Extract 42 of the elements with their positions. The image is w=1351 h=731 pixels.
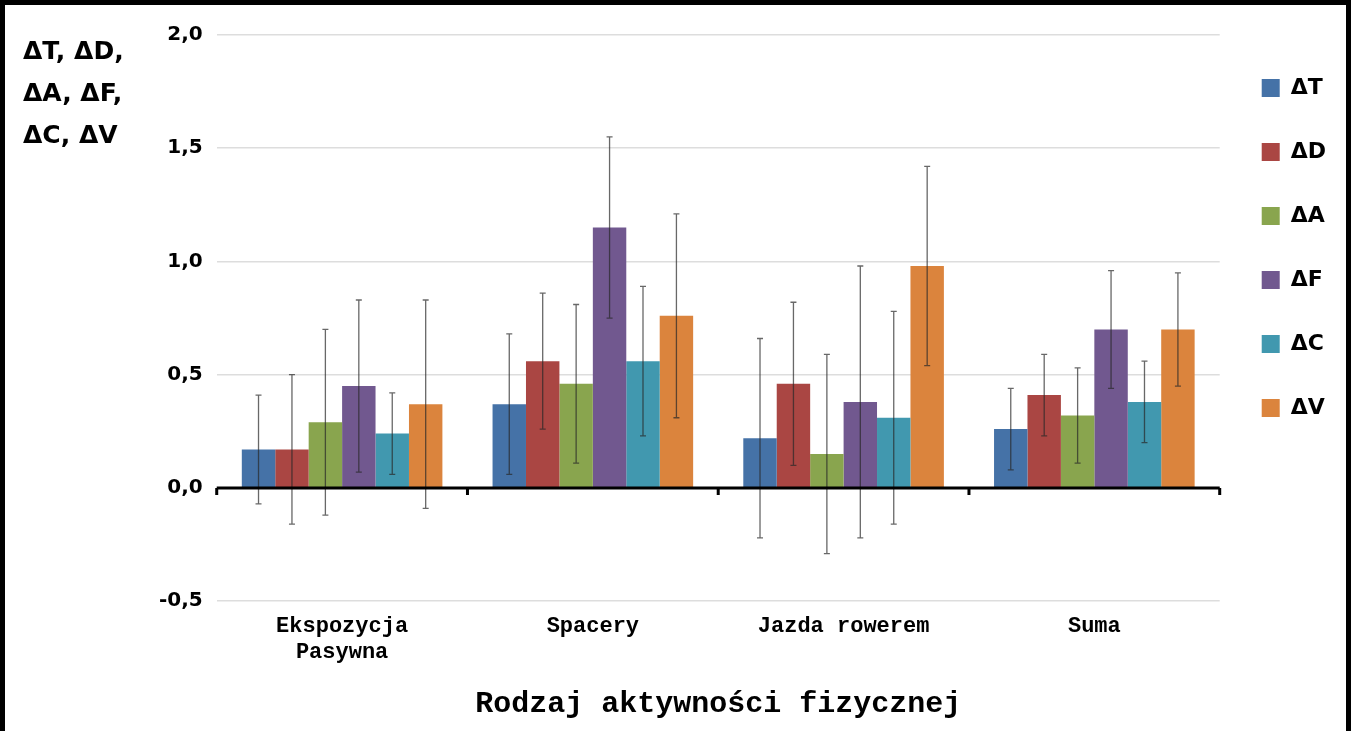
y-axis-title: ΔT, ΔD, ΔA, ΔF, ΔC, ΔV bbox=[23, 36, 124, 149]
x-tick-label: Jazda rowerem bbox=[757, 613, 930, 639]
x-tick-label: Ekspozycja Pasywna bbox=[276, 613, 409, 666]
legend-label: ΔV bbox=[1290, 393, 1325, 419]
bar bbox=[1161, 329, 1195, 488]
bar bbox=[1060, 415, 1095, 488]
y-tick-label: 0,5 bbox=[167, 360, 203, 385]
y-tick-label: -0,5 bbox=[159, 587, 203, 612]
bar bbox=[810, 453, 844, 488]
legend-label: ΔD bbox=[1290, 137, 1327, 163]
legend-label: ΔA bbox=[1290, 201, 1325, 227]
legend-label: ΔC bbox=[1290, 329, 1324, 355]
bar bbox=[275, 449, 309, 488]
bar bbox=[241, 449, 276, 488]
bar bbox=[910, 266, 944, 488]
bar bbox=[776, 383, 811, 488]
y-tick-label: 1,5 bbox=[167, 134, 203, 159]
bar bbox=[308, 422, 343, 488]
bar bbox=[342, 386, 376, 488]
legend-label: ΔT bbox=[1290, 73, 1323, 99]
bar bbox=[1094, 329, 1128, 488]
y-tick-label: 1,0 bbox=[167, 247, 203, 272]
bar bbox=[877, 417, 911, 488]
bar bbox=[375, 433, 409, 488]
bar bbox=[1127, 401, 1162, 488]
bar bbox=[592, 227, 627, 488]
bar bbox=[843, 401, 878, 488]
legend-label: ΔF bbox=[1290, 265, 1323, 291]
bar bbox=[626, 361, 660, 488]
bar bbox=[525, 361, 560, 488]
x-tick-label: Suma bbox=[1067, 613, 1121, 639]
bar bbox=[743, 438, 777, 488]
x-tick-label: Spacery bbox=[546, 613, 640, 639]
bar bbox=[659, 315, 694, 488]
y-tick-label: 0,0 bbox=[167, 474, 203, 499]
bar bbox=[559, 383, 593, 488]
x-axis-title: Rodzaj aktywności fizycznej bbox=[475, 686, 962, 721]
bar bbox=[994, 429, 1028, 488]
y-tick-label: 2,0 bbox=[167, 21, 203, 46]
bar bbox=[1027, 395, 1061, 488]
bar bbox=[408, 404, 443, 488]
bar bbox=[492, 404, 526, 488]
